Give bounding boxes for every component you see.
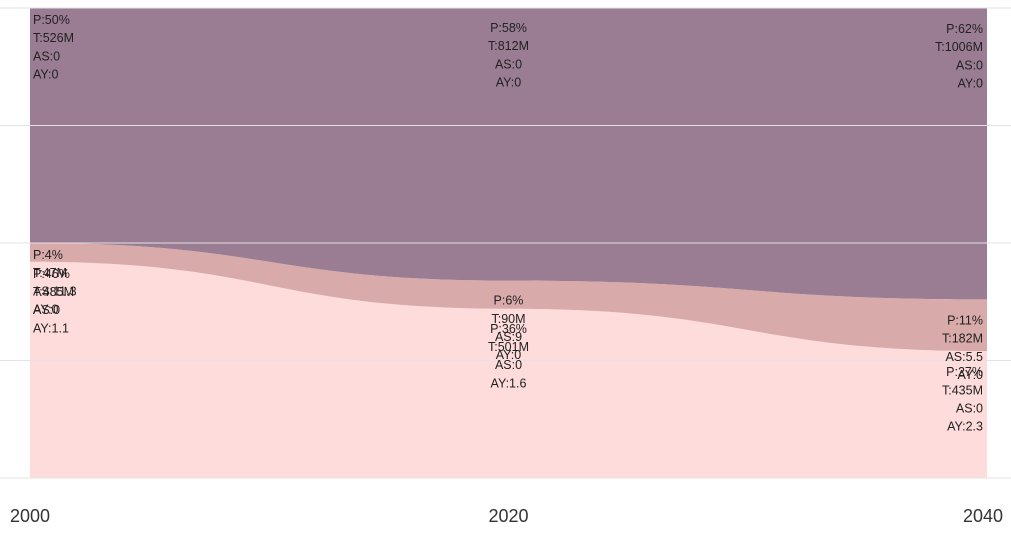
data-label-line: AY:1.6	[491, 376, 527, 390]
area-series-2	[30, 243, 987, 352]
area-layers	[30, 8, 987, 478]
area-series-1	[30, 261, 987, 478]
data-label-line: AS:0	[495, 358, 522, 372]
data-label-line: P:4%	[33, 248, 63, 262]
data-label-s3-p2: P:58% T:812M AS:0 AY:0	[488, 21, 529, 90]
data-label-s1-p1: P:46% T:485M AS:0 AY:1.1	[33, 267, 74, 336]
area-series-3	[30, 8, 987, 300]
x-tick-label-2000: 2000	[10, 506, 50, 526]
data-label-line: P:36%	[490, 322, 527, 336]
data-label-line: AY:2.3	[947, 420, 983, 434]
data-label-line: AS:0	[956, 58, 983, 72]
data-label-line: T:47M	[33, 266, 67, 280]
data-label-line: P:27%	[946, 365, 983, 379]
data-label-line: T:526M	[33, 31, 74, 45]
data-label-line: AS:0	[495, 57, 522, 71]
data-label-line: T:182M	[942, 332, 983, 346]
grid-lines	[0, 7, 1011, 479]
data-label-line: T:435M	[942, 383, 983, 397]
data-label-line: AY:1.1	[33, 321, 69, 335]
data-label-line: AS:0	[33, 303, 60, 317]
data-label-s2-p3: P:11% T:182M AS:5.5 AY:0	[942, 313, 983, 382]
data-label-line: P:46%	[33, 267, 70, 281]
data-label-line: P:6%	[494, 294, 524, 308]
data-label-line: AY:0	[496, 76, 522, 90]
data-label-line: AY:0	[958, 368, 984, 382]
x-tick-label-2020: 2020	[488, 506, 528, 526]
data-label-line: T:1006M	[935, 40, 983, 54]
data-label-line: T:485M	[33, 285, 74, 299]
data-label-line: AY:0	[33, 303, 59, 317]
data-label-line: AS:0	[33, 49, 60, 63]
data-label-line: AS:11.3	[33, 284, 77, 298]
data-label-line: T:501M	[488, 340, 529, 354]
data-label-line: P:50%	[33, 13, 70, 27]
data-label-line: T:812M	[488, 39, 529, 53]
data-label-line: AY:0	[496, 348, 522, 362]
data-label-line: AS:9	[495, 330, 522, 344]
data-label-s3-p1: P:50% T:526M AS:0 AY:0	[33, 13, 74, 82]
data-labels: P:46% T:485M AS:0 AY:1.1 P:36% T:501M AS:0 AY:1…	[33, 13, 983, 434]
data-label-line: P:58%	[490, 21, 527, 35]
data-label-s1-p3: P:27% T:435M AS:0 AY:2.3	[942, 365, 983, 434]
data-label-s2-p1: P:4% T:47M AS:11.3 AY:0	[33, 248, 77, 317]
data-label-line: AS:0	[956, 402, 983, 416]
data-label-line: P:62%	[946, 22, 983, 36]
data-label-line: P:11%	[947, 313, 983, 327]
data-label-s3-p3: P:62% T:1006M AS:0 AY:0	[935, 22, 983, 91]
data-label-line: AS:5.5	[945, 350, 983, 364]
data-label-s1-p2: P:36% T:501M AS:0 AY:1.6	[488, 322, 529, 391]
data-label-s2-p2: P:6% T:90M AS:9 AY:0	[491, 294, 525, 363]
x-tick-label-2040: 2040	[963, 506, 1003, 526]
data-label-line: T:90M	[491, 312, 525, 326]
x-axis-ticks: 2000 2020 2040	[10, 506, 1003, 526]
data-label-line: AY:0	[958, 77, 984, 91]
data-label-line: AY:0	[33, 68, 59, 82]
